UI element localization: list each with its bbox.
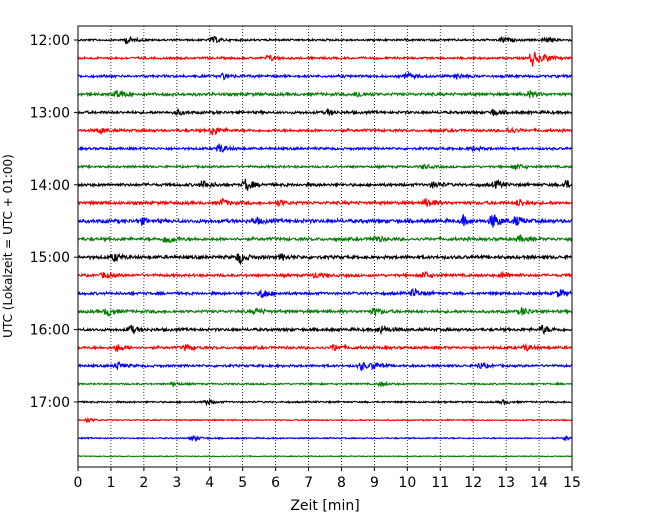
x-tick-label: 12 [464, 475, 482, 491]
x-tick-label: 6 [271, 475, 280, 491]
trace-1245 [77, 89, 573, 99]
x-tick-label: 2 [139, 475, 148, 491]
x-tick-label: 10 [398, 475, 416, 491]
trace-1215 [77, 51, 573, 67]
x-tick-label: 0 [74, 475, 83, 491]
trace-1445 [77, 234, 573, 244]
x-tick-label: 5 [238, 475, 247, 491]
x-tick-label: 1 [106, 475, 115, 491]
y-tick-label: 16:00 [30, 323, 70, 339]
x-tick-label: 4 [205, 475, 214, 491]
plot-frame [77, 25, 573, 468]
trace-1200 [77, 35, 573, 45]
x-tick-label: 13 [497, 475, 515, 491]
trace-1415 [77, 196, 573, 208]
y-tick-label: 14:00 [30, 178, 70, 194]
trace-1500 [77, 252, 573, 266]
seismogram-traces [77, 35, 573, 458]
y-axis-label: UTC (Lokalzeit = UTC + 01:00) [1, 154, 15, 338]
trace-1530 [77, 287, 573, 299]
y-tick-label: 12:00 [30, 33, 70, 49]
trace-1515 [77, 270, 573, 279]
trace-1645 [77, 380, 573, 388]
x-tick-label: 7 [304, 475, 313, 491]
trace-1745 [77, 454, 573, 458]
y-tick-label: 13:00 [30, 105, 70, 121]
trace-1345 [77, 163, 573, 171]
x-tick-label: 14 [530, 475, 548, 491]
y-tick-label: 15:00 [30, 250, 70, 266]
trace-1330 [77, 143, 573, 153]
x-axis-label: Zeit [min] [290, 498, 359, 514]
x-tick-label: 8 [337, 475, 346, 491]
trace-1715 [77, 416, 573, 424]
trace-1700 [77, 398, 573, 407]
trace-1315 [77, 126, 573, 136]
x-axis-ticks: 0 1 2 3 4 5 6 7 8 9 10 11 12 13 14 15 [74, 467, 581, 491]
trace-1600 [77, 324, 573, 336]
trace-1730 [77, 434, 573, 443]
y-tick-label: 17:00 [30, 395, 70, 411]
x-tick-label: 11 [431, 475, 449, 491]
trace-1300 [77, 107, 573, 117]
trace-1430 [77, 213, 573, 228]
y-axis-ticks: 12:00 13:00 14:00 15:00 16:00 17:00 [30, 33, 78, 411]
plot-background [78, 26, 572, 467]
trace-1615 [77, 342, 573, 353]
x-tick-label: 15 [563, 475, 581, 491]
trace-1400 [77, 178, 573, 191]
x-tick-label: 3 [172, 475, 181, 491]
x-tick-label: 9 [370, 475, 379, 491]
trace-1230 [77, 70, 573, 81]
trace-1545 [77, 307, 573, 318]
trace-1630 [77, 360, 573, 372]
